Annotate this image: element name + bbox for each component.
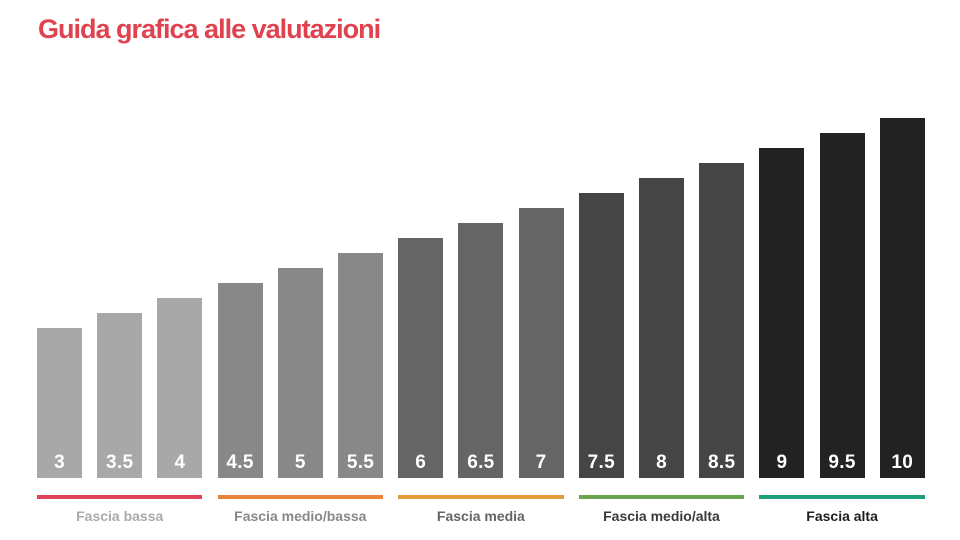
bar-value-label: 8 [656,452,667,473]
bar-4: 4 [157,298,203,478]
bar-value-label: 8.5 [708,452,736,473]
bar-6: 6 [398,238,444,478]
bar-8: 8 [639,178,684,478]
bar-value-label: 3 [54,452,65,473]
band-label-5: Fascia alta [806,508,878,524]
bar-7: 7 [518,208,564,478]
bar-value-label: 3.5 [106,452,134,473]
bar-value-label: 5.5 [346,452,375,473]
bar-value-label: 9.5 [828,452,856,473]
band-line-1 [37,495,203,499]
bar-10: 10 [879,118,925,478]
bar-value-label: 6 [415,452,427,473]
bar-3-5: 3.5 [97,313,143,478]
bar-value-label: 4 [174,452,186,473]
band-label-2: Fascia medio/bassa [234,508,367,524]
bar-5: 5 [277,268,323,478]
bar-value-label: 10 [891,452,914,473]
bar-3: 3 [37,328,82,478]
bar-9-5: 9.5 [819,133,865,478]
chart-title: Guida grafica alle valutazioni [38,14,381,44]
bar-4-5: 4.5 [217,283,263,478]
band-label-3: Fascia media [436,508,525,524]
bar-value-label: 7.5 [587,452,615,473]
bar-9: 9 [759,148,805,478]
band-line-3 [398,495,564,499]
bar-6-5: 6.5 [458,223,504,478]
band-line-5 [759,495,925,499]
bar-8-5: 8.5 [699,163,745,478]
bar-value-label: 4.5 [226,452,254,473]
bar-5-5: 5.5 [338,253,383,478]
bar-7-5: 7.5 [578,193,624,478]
bar-value-label: 7 [535,452,547,473]
band-label-1: Fascia bassa [76,508,164,524]
band-line-2 [217,495,383,499]
bar-value-label: 6.5 [467,452,495,473]
band-label-4: Fascia medio/alta [603,508,720,524]
bar-value-label: 5 [294,452,306,473]
band-line-4 [578,495,745,499]
bar-value-label: 9 [776,452,788,473]
